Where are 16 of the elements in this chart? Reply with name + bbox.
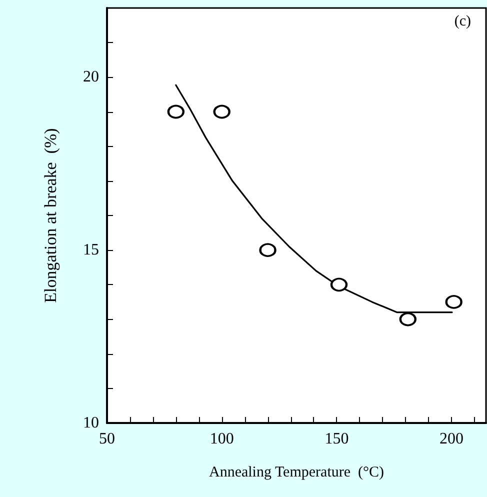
point <box>399 312 416 326</box>
x-axis-title: Annealing Temperature (°C) <box>208 464 384 480</box>
x-tick-label: 50 <box>99 430 115 448</box>
x-tick-label: 100 <box>210 430 234 448</box>
annotation: (c) <box>454 14 472 30</box>
x-tick-label: 150 <box>324 430 349 448</box>
y-tick-label: 15 <box>83 242 99 259</box>
x-tick-label: 200 <box>440 430 464 448</box>
point <box>259 243 276 258</box>
point <box>445 294 462 309</box>
point <box>330 278 348 292</box>
point <box>167 104 184 119</box>
y-axis-title: Elongation at breake (%) <box>41 128 60 303</box>
y-tick-label: 10 <box>83 414 99 432</box>
y-tick-label: 20 <box>83 68 99 86</box>
point <box>213 104 230 119</box>
